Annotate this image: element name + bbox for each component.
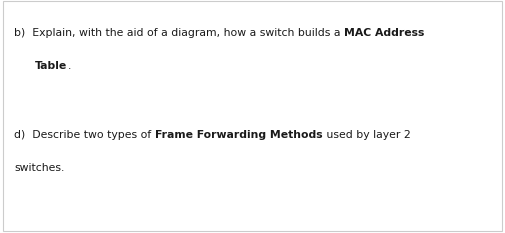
Text: used by layer 2: used by layer 2 (323, 130, 410, 140)
Text: MAC Address: MAC Address (344, 28, 425, 38)
Text: switches.: switches. (14, 163, 65, 173)
Text: Table: Table (35, 61, 67, 71)
Text: Frame Forwarding Methods: Frame Forwarding Methods (155, 130, 323, 140)
Text: .: . (67, 61, 71, 71)
Text: b)  Explain, with the aid of a diagram, how a switch builds a: b) Explain, with the aid of a diagram, h… (14, 28, 344, 38)
Text: d)  Describe two types of: d) Describe two types of (14, 130, 155, 140)
